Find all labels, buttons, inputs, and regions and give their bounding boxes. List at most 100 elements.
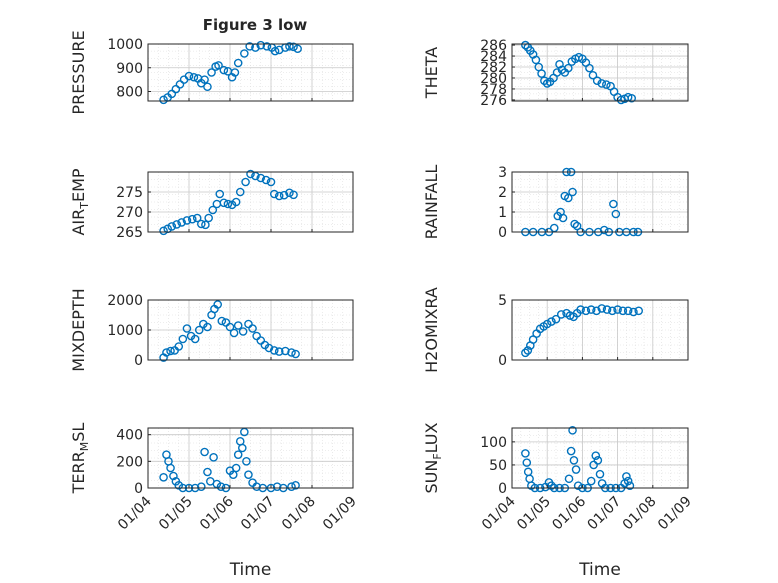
y-axis-label: AIRTEMP [69, 168, 91, 235]
data-point [540, 76, 549, 86]
y-axis-label: PRESSURE [69, 30, 88, 114]
data-point [219, 198, 229, 208]
y-tick-label: 400 [116, 428, 143, 444]
y-tick-label: 282 [480, 60, 507, 76]
data-point [622, 472, 631, 481]
axes-box [147, 43, 354, 102]
y-tick-label: 50 [489, 458, 507, 474]
data-point [589, 460, 598, 470]
x-axis-label: Time [229, 560, 272, 580]
data-point [609, 199, 618, 209]
data-point [184, 71, 194, 81]
y-tick-label: 2000 [107, 293, 143, 309]
data-point [618, 306, 628, 316]
data-point [233, 58, 243, 68]
data-point [182, 216, 192, 225]
data-point [595, 469, 605, 479]
y-tick-label: 275 [116, 185, 143, 201]
data-point [174, 342, 184, 351]
data-point [599, 225, 609, 235]
data-point [172, 220, 181, 229]
data-point [177, 218, 186, 227]
y-axis-label: RAINFALL [422, 165, 441, 240]
data-point [634, 306, 644, 316]
data-point [208, 205, 218, 215]
data-point [521, 449, 530, 458]
data-point [285, 42, 294, 51]
data-point [613, 305, 622, 314]
data-point [611, 209, 621, 219]
x-axis-label: Time [578, 560, 621, 580]
axes-box [147, 427, 354, 489]
axes-air_temp: 265 270 275 AIRTEMP [69, 168, 354, 241]
y-tick-label: 265 [116, 225, 143, 241]
data-point [272, 482, 282, 491]
y-tick-label: 900 [116, 61, 143, 77]
axes-h2omixra: 0 5 H2OMIXRA [422, 287, 689, 373]
data-point [242, 457, 251, 466]
data-point [162, 348, 171, 357]
data-point [194, 325, 204, 335]
data-point [285, 188, 294, 198]
data-point [233, 321, 243, 330]
data-point [558, 213, 568, 223]
data-point [159, 473, 168, 482]
y-tick-label: 270 [116, 205, 143, 221]
data-point [625, 481, 635, 490]
data-point [566, 446, 576, 456]
data-point [588, 70, 598, 80]
data-point [190, 334, 200, 344]
data-point [231, 463, 241, 473]
data-point [262, 42, 272, 51]
data-point [623, 306, 633, 316]
y-tick-label: 1000 [107, 37, 143, 53]
data-point [204, 213, 213, 223]
data-point [229, 328, 239, 338]
data-point [591, 451, 601, 460]
data-point [256, 40, 266, 50]
data-point [169, 471, 178, 481]
data-point [256, 173, 266, 183]
data-point [522, 458, 532, 467]
y-tick-label: 284 [480, 49, 507, 65]
data-point [602, 80, 611, 89]
data-point [573, 481, 583, 490]
data-point [192, 213, 202, 223]
data-point [166, 346, 175, 356]
axes-box [511, 299, 689, 361]
data-point [627, 93, 636, 103]
data-point [586, 305, 596, 314]
y-axis-label: SUNFLUX [422, 422, 444, 493]
data-point [537, 69, 546, 78]
y-tick-label: 0 [498, 225, 507, 241]
figure-title: Figure 3 low [203, 16, 308, 34]
data-point [201, 220, 210, 230]
data-point [231, 197, 241, 207]
data-point [569, 456, 579, 465]
data-point [274, 191, 284, 201]
data-point [215, 189, 225, 199]
data-point [269, 189, 279, 199]
data-point [551, 314, 561, 324]
y-tick-label: 280 [480, 71, 507, 87]
data-point [203, 82, 212, 92]
data-point [279, 190, 289, 200]
data-point [608, 306, 617, 316]
axes-box [511, 171, 689, 233]
y-tick-label: 3 [498, 165, 507, 181]
data-point [245, 42, 254, 51]
y-tick-label: 5 [498, 293, 507, 309]
data-point [576, 305, 585, 314]
data-point [246, 169, 255, 179]
data-point [289, 42, 298, 52]
y-tick-label: 276 [480, 93, 507, 109]
data-point [238, 327, 248, 336]
y-tick-label: 200 [116, 454, 143, 470]
data-point [209, 453, 218, 462]
data-point [244, 470, 253, 479]
data-point [196, 482, 206, 491]
data-point [233, 450, 243, 459]
data-point [564, 474, 574, 484]
